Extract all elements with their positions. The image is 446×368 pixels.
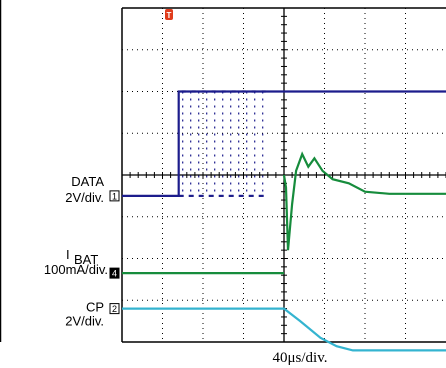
channel-label-ibat-scale: 100mA/div. (44, 262, 108, 277)
channel-marker-label: 2 (112, 304, 117, 314)
channel-label-cp: CP (86, 300, 104, 315)
trigger-marker-label: T (167, 11, 172, 20)
trigger-marker (165, 9, 173, 20)
channel-marker-2 (109, 303, 120, 315)
channel-label-cp-scale: 2V/div. (65, 314, 104, 329)
channel-marker-label: 4 (112, 269, 117, 279)
trace-data (122, 90, 446, 197)
channel-label-data: DATA (71, 174, 104, 189)
channel-label-ibat-subscript: BAT (74, 252, 98, 267)
channel-marker-4 (109, 267, 120, 279)
channel-marker-1 (109, 190, 120, 202)
channel-label-data-scale: 2V/div. (65, 190, 104, 205)
trace-data-after-event (282, 151, 446, 251)
trace-cp (122, 307, 446, 352)
timebase-label: 40μs/div. (273, 350, 328, 366)
channel-label-ibat: I (66, 247, 70, 262)
channel-marker-label: 1 (112, 191, 117, 201)
